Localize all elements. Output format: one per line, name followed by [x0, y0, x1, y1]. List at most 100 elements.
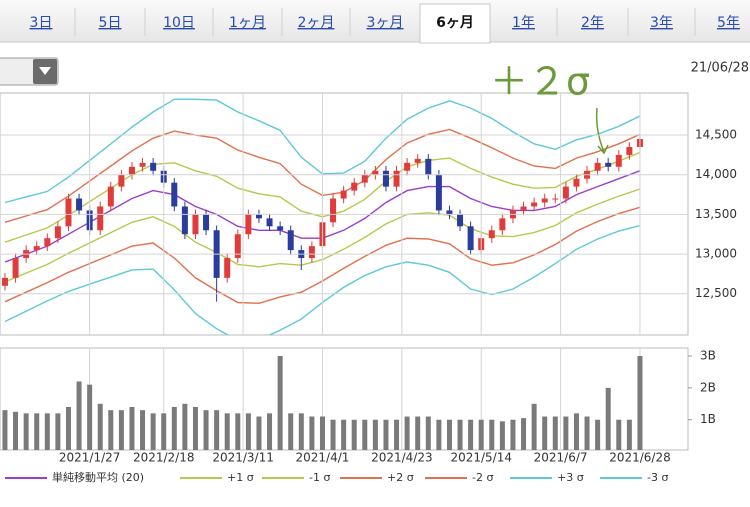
tab-selected-bg — [419, 3, 491, 44]
legend-label: +1 σ — [227, 471, 254, 484]
candle-body — [224, 258, 231, 278]
candle-body — [192, 214, 199, 235]
tab[interactable]: 2ヶ月 — [298, 15, 335, 31]
candle-body — [1, 277, 8, 286]
legend-label: 単純移動平均 (20) — [52, 470, 144, 484]
x-tick-label: 2021/4/23 — [371, 451, 433, 465]
volume-bar — [584, 416, 590, 450]
candle-body — [372, 170, 379, 175]
candle-body — [287, 230, 294, 251]
volume-bar — [298, 413, 304, 450]
candle-body — [605, 162, 612, 167]
volume-bar — [521, 418, 527, 450]
candle-body — [33, 246, 40, 251]
candle-body — [97, 206, 104, 231]
candle-body — [594, 162, 601, 171]
candle-body — [76, 198, 83, 211]
volume-bar — [224, 413, 230, 450]
volume-bar — [425, 416, 431, 450]
candle-body — [552, 198, 559, 200]
candle-body — [626, 146, 633, 155]
volume-bar — [341, 419, 347, 450]
x-tick-label: 2021/5/14 — [450, 451, 512, 465]
candle-body — [351, 182, 358, 191]
candle-body — [330, 198, 337, 223]
volume-bar — [256, 416, 262, 450]
tab[interactable]: 3日 — [30, 15, 53, 31]
y-tick-label: 14,500 — [695, 128, 737, 142]
tab[interactable]: 6ヶ月 — [436, 15, 474, 31]
candle-body — [361, 174, 368, 183]
candle-body — [107, 186, 114, 207]
candle-body — [150, 162, 157, 171]
candle-body — [435, 174, 442, 211]
candle-body — [467, 226, 474, 251]
legend-label: -1 σ — [309, 471, 330, 484]
volume-bar — [13, 411, 19, 450]
annotation-arrow — [595, 107, 609, 155]
candle-body — [520, 206, 527, 211]
volume-bar — [118, 410, 124, 450]
volume-bar — [616, 419, 622, 450]
candle-body — [266, 218, 273, 227]
volume-bar — [192, 406, 198, 450]
candle-body — [54, 226, 61, 239]
volume-bar — [55, 413, 61, 450]
tab[interactable]: 2年 — [581, 15, 604, 31]
candle-body — [404, 162, 411, 171]
volume-bar — [2, 410, 8, 450]
volume-bar — [203, 410, 209, 450]
legend-label: +2 σ — [387, 471, 414, 484]
candle-body — [12, 258, 19, 278]
candle-body — [414, 158, 421, 163]
dropdown[interactable] — [0, 57, 59, 86]
candle-body — [562, 186, 569, 199]
x-tick-label: 2021/6/28 — [609, 451, 671, 465]
candle-body — [488, 230, 495, 239]
candle-body — [44, 238, 51, 247]
x-tick-label: 2021/3/11 — [212, 451, 274, 465]
x-tick-label: 2021/6/7 — [534, 451, 588, 465]
tab[interactable]: 10日 — [163, 15, 195, 31]
volume-bar — [351, 419, 357, 450]
candle-body — [308, 246, 315, 259]
candle-body — [255, 214, 262, 219]
tab[interactable]: 1ヶ月 — [229, 15, 266, 31]
volume-bar — [150, 413, 156, 450]
y-tick-label: 13,500 — [695, 207, 737, 221]
volume-bar — [277, 355, 283, 450]
tab[interactable]: 3ヶ月 — [367, 15, 404, 31]
volume-bar — [171, 406, 177, 450]
volume-bar — [542, 416, 548, 450]
tab-bar — [0, 0, 750, 42]
legend-label: -2 σ — [472, 471, 493, 484]
volume-bar — [319, 416, 325, 450]
volume-bar — [235, 413, 241, 450]
volume-bar — [510, 419, 516, 450]
candle-body — [393, 170, 400, 187]
y-tick-label: 14,000 — [695, 167, 737, 181]
volume-bar — [288, 413, 294, 450]
candle-body — [531, 202, 538, 207]
volume-bar — [65, 406, 71, 450]
volume-bar — [34, 413, 40, 450]
tab[interactable]: 5日 — [99, 15, 122, 31]
candle-body — [277, 226, 284, 231]
tab[interactable]: 3年 — [650, 15, 673, 31]
volume-bar — [330, 419, 336, 450]
y-tick-label: 12,500 — [695, 286, 737, 300]
volume-bar — [161, 413, 167, 450]
tab[interactable]: 1年 — [512, 15, 535, 31]
volume-bar — [140, 410, 146, 450]
volume-bar — [626, 419, 632, 450]
candle-body — [203, 214, 210, 231]
volume-tick-label: 3B — [700, 348, 716, 362]
candle-body — [245, 214, 252, 235]
candle-body — [382, 170, 389, 187]
volume-bar — [457, 419, 463, 450]
volume-bar — [309, 416, 315, 450]
tab[interactable]: 5年 — [717, 15, 740, 31]
volume-bar — [23, 413, 29, 450]
annotation: ＋２σ — [490, 60, 590, 104]
